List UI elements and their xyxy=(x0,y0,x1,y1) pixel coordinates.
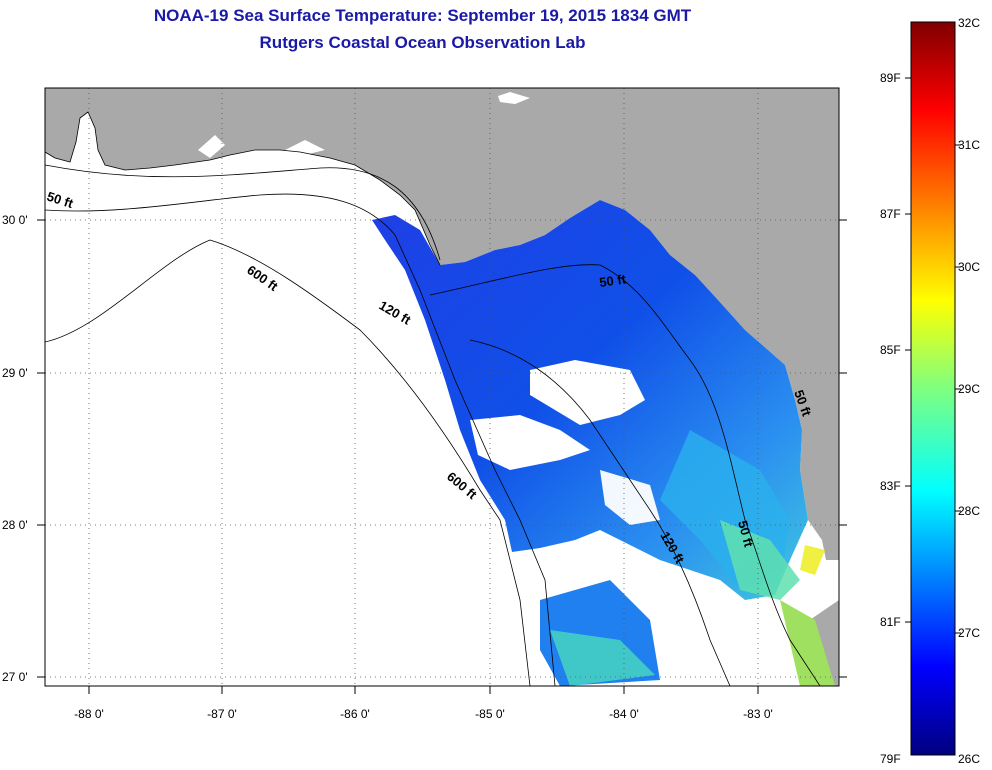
colorbar-celsius-label: 28C xyxy=(958,504,980,518)
colorbar-celsius-label: 26C xyxy=(958,752,980,766)
axis-ticks xyxy=(37,219,847,694)
contour-120ft xyxy=(45,193,556,686)
map-title: NOAA-19 Sea Surface Temperature: Septemb… xyxy=(153,6,692,25)
sst-coastal-patch xyxy=(780,600,835,686)
cloud-mask xyxy=(530,360,645,425)
lat-label: 29 0' xyxy=(2,366,28,380)
colorbar-celsius-label: 30C xyxy=(958,260,980,274)
colorbar-fahrenheit-label: 79F xyxy=(880,752,901,766)
colorbar-fahrenheit-label: 89F xyxy=(880,71,901,85)
colorbar-celsius-label: 27C xyxy=(958,626,980,640)
map-border xyxy=(44,87,840,687)
map-subtitle: Rutgers Coastal Ocean Observation Lab xyxy=(259,33,586,52)
lat-label: 30 0' xyxy=(2,213,28,227)
colorbar-fahrenheit-label: 87F xyxy=(880,207,901,221)
lon-label: -85 0' xyxy=(475,707,505,721)
lake-shape xyxy=(498,92,530,104)
colorbar xyxy=(910,21,956,756)
colorbar-fahrenheit-label: 83F xyxy=(880,479,901,493)
colorbar-celsius-label: 32C xyxy=(958,16,980,30)
colorbar-celsius-label: 29C xyxy=(958,382,980,396)
sst-coastal-patch xyxy=(800,545,825,575)
cloud-mask xyxy=(600,470,660,525)
lon-label: -84 0' xyxy=(609,707,639,721)
depth-label: 50 ft xyxy=(598,271,627,290)
contour-50ft xyxy=(45,164,441,261)
colorbar-fahrenheit-label: 81F xyxy=(880,615,901,629)
sst-warm-patch xyxy=(720,520,800,600)
land-mass xyxy=(45,88,839,560)
lon-label: -88 0' xyxy=(74,707,104,721)
colorbar-fahrenheit-label: 85F xyxy=(880,343,901,357)
coastline xyxy=(45,111,441,266)
colorbar-ticks xyxy=(905,77,961,634)
bay-shape xyxy=(285,140,325,156)
lon-label: -83 0' xyxy=(743,707,773,721)
sst-south-patch xyxy=(550,630,655,686)
colorbar-celsius-label: 31C xyxy=(958,138,980,152)
bay-shape xyxy=(198,135,225,158)
lon-label: -87 0' xyxy=(207,707,237,721)
cloud-mask xyxy=(470,415,590,470)
contour-600ft xyxy=(45,239,531,686)
contour-120ft-shelf xyxy=(469,339,731,686)
lat-label: 28 0' xyxy=(2,518,28,532)
depth-label: 50 ft xyxy=(735,519,757,549)
lon-label: -86 0' xyxy=(340,707,370,721)
lat-label: 27 0' xyxy=(2,670,28,684)
